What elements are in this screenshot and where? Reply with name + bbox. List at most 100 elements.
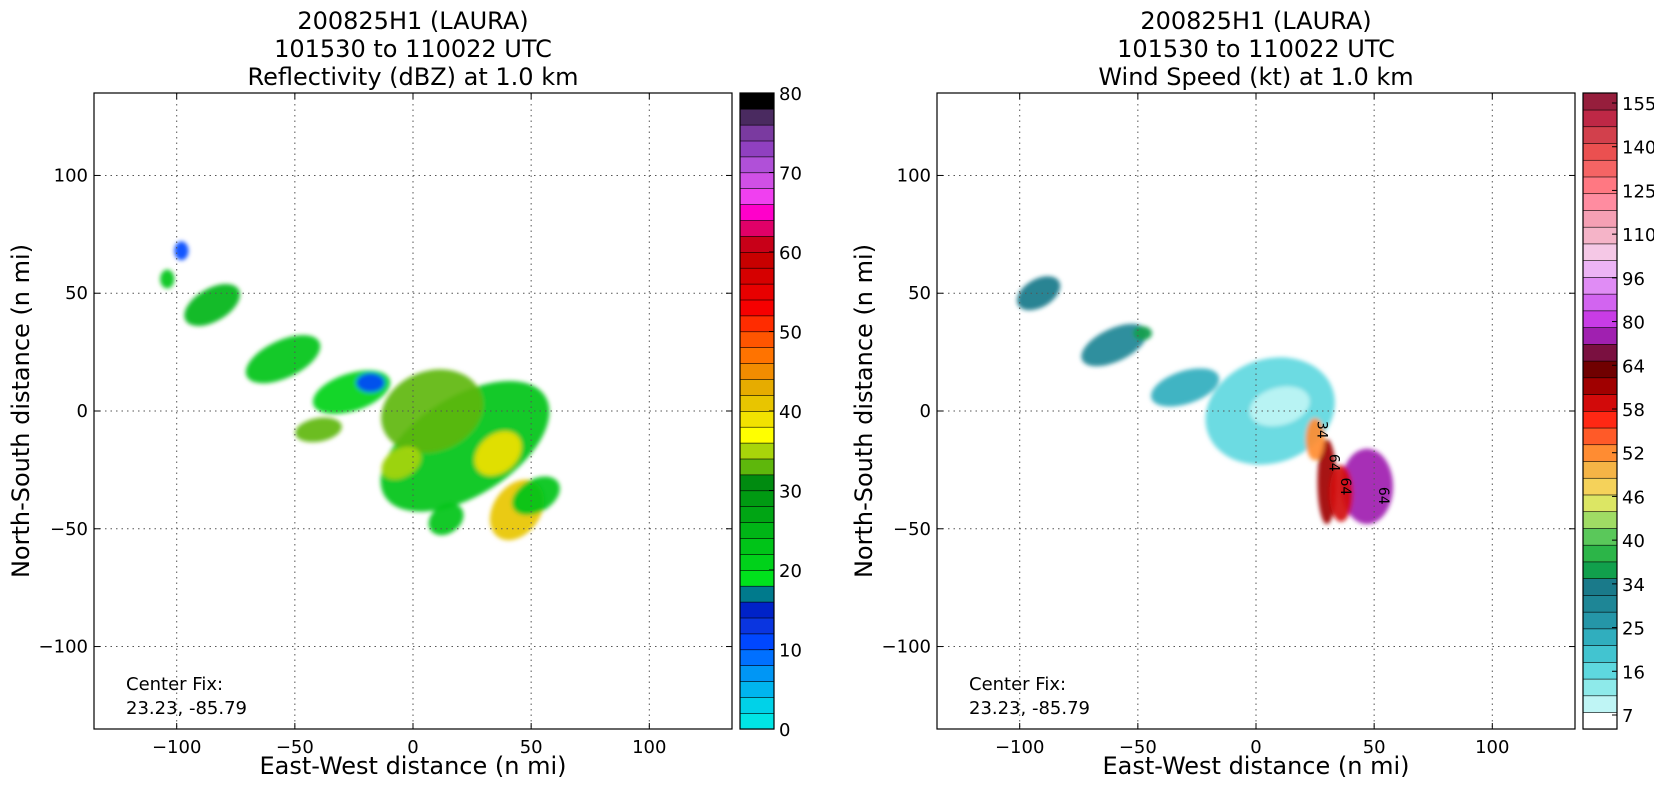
- colorbar-swatch-0: [1582, 711, 1618, 730]
- reflectivity-y-axis-label: North-South distance (n mi): [7, 244, 35, 578]
- wind-x-ticks: −100 −50 0 50 100: [995, 93, 1509, 758]
- colorbar-swatch-9: [1582, 561, 1618, 579]
- colorbar-swatch-17: [739, 442, 775, 460]
- colorbar-label-11: 110: [1622, 225, 1654, 246]
- wind-field-9: [1133, 326, 1153, 341]
- x-tick-label-4: 100: [632, 737, 666, 758]
- colorbar-swatch-25: [1582, 293, 1618, 312]
- wind-y-ticks: −100 −50 0 50 100: [882, 165, 1575, 658]
- colorbar-swatch-4: [1582, 645, 1618, 663]
- colorbar-label-5: 50: [779, 323, 802, 344]
- colorbar-label-10: 96: [1622, 269, 1645, 290]
- wind-title-line-1: 200825H1 (LAURA): [1140, 7, 1371, 35]
- colorbar-swatch-36: [739, 140, 775, 158]
- reflectivity-echo-0: [380, 380, 550, 512]
- colorbar-label-2: 25: [1622, 619, 1645, 640]
- colorbar-swatch-11: [739, 537, 775, 555]
- y-tick-label-1: −50: [50, 519, 88, 540]
- reflectivity-echo-6: [245, 335, 321, 384]
- y-tick-label-0: −100: [39, 637, 88, 658]
- reflectivity-echo-1: [381, 369, 483, 453]
- colorbar-swatch-2: [1582, 678, 1618, 697]
- colorbar-swatch-1: [1582, 695, 1618, 713]
- colorbar-swatch-31: [1582, 193, 1618, 211]
- colorbar-label-1: 16: [1622, 662, 1645, 683]
- colorbar-swatch-22: [739, 362, 775, 380]
- reflectivity-echo-10: [295, 417, 342, 443]
- x-tick-label-1: −50: [276, 737, 314, 758]
- x-tick-label-3: 50: [1363, 737, 1386, 758]
- reflectivity-plot-area: [94, 93, 732, 729]
- colorbar-swatch-3: [1582, 661, 1618, 680]
- colorbar-swatch-10: [1582, 544, 1618, 563]
- x-tick-label-0: −100: [995, 737, 1044, 758]
- x-tick-label-3: 50: [520, 737, 543, 758]
- colorbar-swatch-13: [1582, 494, 1618, 513]
- reflectivity-echo-8: [174, 241, 189, 261]
- colorbar-swatch-12: [739, 521, 775, 539]
- colorbar-swatch-32: [739, 204, 775, 221]
- y-tick-label-2: 0: [920, 401, 931, 422]
- colorbar-swatch-18: [739, 426, 775, 444]
- reflectivity-y-ticks: −100 −50 0 50 100: [39, 165, 732, 658]
- colorbar-label-7: 58: [1622, 400, 1645, 421]
- colorbar-swatch-6: [1582, 611, 1618, 630]
- colorbar-swatch-5: [739, 633, 775, 651]
- colorbar-swatch-24: [739, 331, 775, 349]
- wind-field-6: [1305, 418, 1325, 461]
- colorbar-swatch-29: [739, 251, 775, 269]
- colorbar-swatch-17: [1582, 427, 1618, 446]
- colorbar-label-13: 140: [1622, 138, 1654, 159]
- y-tick-label-3: 50: [65, 283, 88, 304]
- colorbar-label-4: 40: [1622, 531, 1645, 552]
- y-tick-label-1: −50: [893, 519, 931, 540]
- colorbar-swatch-6: [739, 617, 775, 635]
- colorbar-swatch-1: [739, 696, 775, 714]
- wind-field-1: [1249, 386, 1310, 427]
- colorbar-swatch-20: [739, 394, 775, 412]
- colorbar-swatch-39: [739, 92, 775, 110]
- colorbar-label-6: 52: [1622, 444, 1645, 465]
- colorbar-swatch-32: [1582, 176, 1618, 195]
- reflectivity-center-fix-label: Center Fix:: [126, 674, 223, 695]
- wind-field-3: [1081, 323, 1148, 367]
- colorbar-label-3: 30: [779, 482, 802, 503]
- wind-y-axis-label: North-South distance (n mi): [850, 244, 878, 578]
- colorbar-swatch-29: [1582, 226, 1618, 245]
- colorbar-label-0: 0: [779, 720, 790, 741]
- colorbar-swatch-34: [1582, 142, 1618, 161]
- wind-title-line-2: 101530 to 110022 UTC: [1117, 35, 1395, 63]
- colorbar-swatch-14: [739, 490, 775, 508]
- colorbar-label-9: 80: [1622, 313, 1645, 334]
- colorbar-swatch-35: [1582, 126, 1618, 144]
- reflectivity-x-ticks: −100 −50 0 50 100: [152, 93, 666, 758]
- colorbar-swatch-8: [1582, 578, 1618, 596]
- colorbar-swatch-15: [739, 474, 775, 492]
- colorbar-swatch-27: [1582, 260, 1618, 278]
- colorbar-label-6: 60: [779, 243, 802, 264]
- colorbar-label-5: 46: [1622, 487, 1645, 508]
- reflectivity-grid: [94, 93, 732, 729]
- reflectivity-echo-layer: [160, 241, 560, 541]
- wind-field-2: [1151, 368, 1220, 407]
- wind-x-axis-label: East-West distance (n mi): [1102, 752, 1409, 780]
- reflectivity-x-axis-label: East-West distance (n mi): [259, 752, 566, 780]
- colorbar-swatch-19: [1582, 393, 1618, 412]
- colorbar-swatch-28: [739, 267, 775, 285]
- wind-center-fix-coords: 23.23, -85.79: [969, 698, 1090, 719]
- wind-contour-label-1: 64: [1325, 454, 1341, 472]
- colorbar-swatch-23: [739, 347, 775, 364]
- colorbar-label-2: 20: [779, 561, 802, 582]
- colorbar-label-3: 34: [1622, 575, 1645, 596]
- colorbar-swatch-18: [1582, 410, 1618, 429]
- colorbar-swatch-16: [739, 458, 775, 476]
- colorbar-swatch-9: [739, 569, 775, 587]
- colorbar-swatch-33: [739, 188, 775, 205]
- wind-contour-label-3: 64: [1375, 487, 1391, 505]
- colorbar-swatch-37: [1582, 92, 1618, 111]
- wind-field-8: [1329, 465, 1353, 522]
- wind-contour-labels: 34 64 64 64: [1313, 421, 1390, 505]
- wind-speed-panel: 200825H1 (LAURA) 101530 to 110022 UTC Wi…: [850, 7, 1654, 780]
- colorbar-swatch-0: [739, 712, 775, 730]
